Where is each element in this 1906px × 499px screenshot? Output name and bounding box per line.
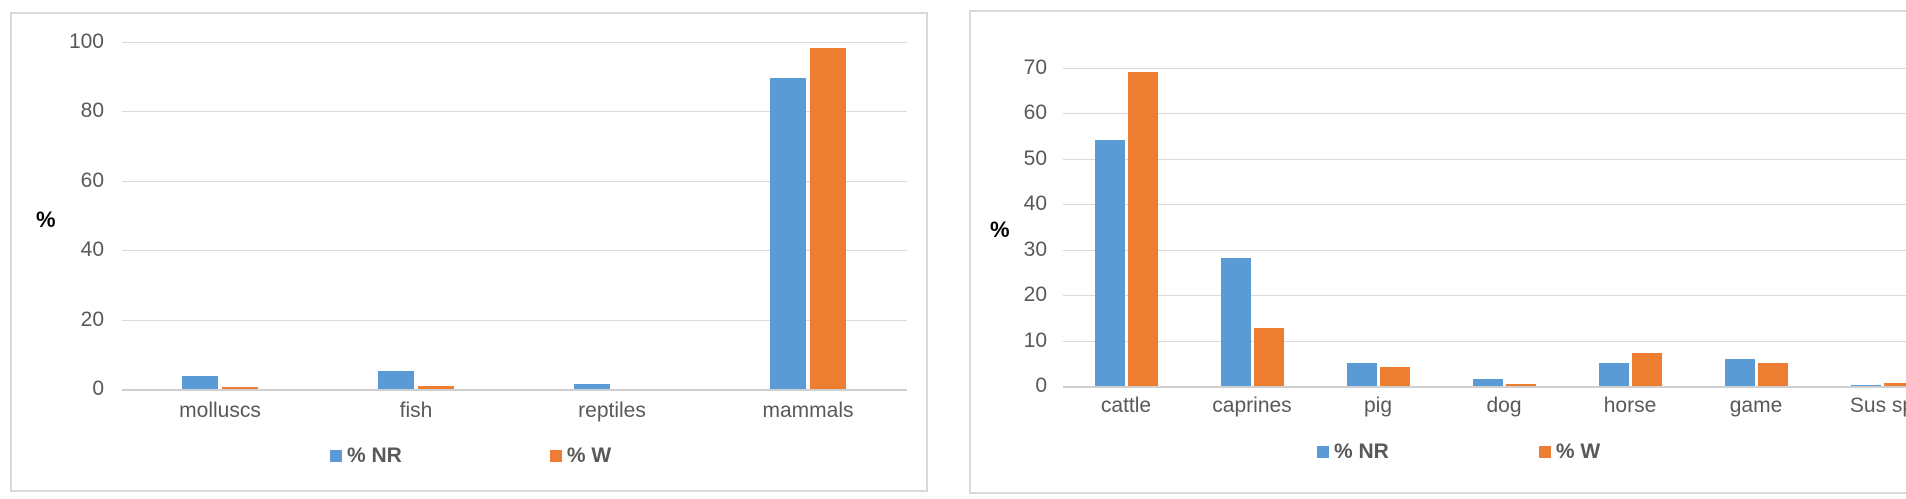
- x-tick-label: fish: [399, 399, 433, 422]
- legend-item-nr: % NR: [1317, 440, 1389, 464]
- legend-swatch-nr-icon: [1317, 446, 1329, 458]
- legend: % NR % W: [1317, 440, 1600, 464]
- gridline: [1063, 249, 1906, 251]
- y-tick-label: 10: [1023, 328, 1047, 352]
- y-tick-label: 20: [1023, 283, 1047, 307]
- y-tick-label: 80: [80, 99, 104, 123]
- x-tick-label: cattle: [1100, 394, 1152, 417]
- gridline: [122, 250, 907, 252]
- y-tick-label: 30: [1023, 237, 1047, 261]
- bar-pig-w: [1379, 367, 1410, 386]
- x-axis-baseline: [1063, 386, 1906, 388]
- x-tick-label: mammals: [762, 399, 854, 422]
- x-tick-label: dog: [1486, 394, 1522, 417]
- bar-molluscs-nr: [182, 375, 218, 389]
- bar-horse-w: [1631, 353, 1662, 386]
- legend-label-w: % W: [1555, 440, 1601, 463]
- y-axis-label: %: [990, 217, 1010, 242]
- bar-cattle-w: [1127, 71, 1158, 386]
- x-tick-label: pig: [1363, 394, 1393, 417]
- x-tick-label: caprines: [1212, 394, 1292, 417]
- bar-molluscs-w: [222, 387, 258, 389]
- y-axis-label: %: [36, 207, 56, 232]
- y-tick-label: 60: [80, 168, 104, 192]
- gridline: [122, 111, 907, 113]
- legend-swatch-nr-icon: [330, 450, 342, 462]
- x-tick-label: game: [1729, 394, 1783, 417]
- legend: % NR % W: [330, 444, 611, 468]
- legend-swatch-w-icon: [549, 450, 562, 462]
- x-axis-baseline: [122, 389, 907, 391]
- gridline: [122, 319, 907, 321]
- gridline: [1063, 340, 1906, 342]
- bar-reptiles-nr: [574, 383, 610, 389]
- gridline: [1063, 113, 1906, 115]
- y-tick-label: 40: [1023, 192, 1047, 216]
- bar-fish-w: [418, 385, 454, 389]
- y-tick-label: 40: [80, 238, 104, 262]
- y-tick-label: 70: [1023, 56, 1047, 79]
- gridline: [1063, 204, 1906, 206]
- bar-mammals-nr: [770, 78, 806, 389]
- gridline: [1063, 295, 1906, 297]
- plot-area: [1063, 68, 1906, 388]
- bar-dog-nr: [1472, 378, 1503, 386]
- bar-caprines-nr: [1220, 257, 1251, 386]
- y-tick-label: 100: [68, 30, 104, 53]
- chart-taxa: % 0 20 40 60 80 100 molluscs fish reptiles mamma…: [10, 12, 928, 492]
- bar-sus-sp-w: [1883, 383, 1906, 386]
- bar-cattle-nr: [1094, 139, 1125, 386]
- bar-dog-w: [1505, 383, 1536, 386]
- legend-label-nr: % NR: [1334, 440, 1389, 463]
- gridline: [122, 42, 907, 43]
- legend-item-w: % W: [549, 444, 612, 468]
- gridline: [1063, 68, 1906, 69]
- legend-item-nr: % NR: [330, 444, 402, 468]
- bar-caprines-w: [1253, 327, 1284, 386]
- bar-mammals-w: [810, 47, 846, 389]
- x-tick-label: Sus sp: [1849, 394, 1906, 417]
- gridline: [122, 180, 907, 182]
- legend-item-w: % W: [1538, 440, 1601, 464]
- bar-sus-sp-nr: [1850, 384, 1881, 386]
- bar-pig-nr: [1346, 363, 1377, 386]
- y-tick-label: 20: [80, 307, 104, 331]
- legend-label-nr: % NR: [347, 444, 402, 467]
- gridline: [1063, 158, 1906, 160]
- legend-swatch-w-icon: [1538, 446, 1551, 458]
- y-tick-label: 60: [1023, 101, 1047, 125]
- legend-label-w: % W: [566, 444, 612, 467]
- chart-mammal-species: % 0 10 20 30 40 50 60 70 cattle caprines pig dog ho…: [969, 10, 1906, 494]
- bar-horse-nr: [1598, 363, 1629, 386]
- bar-fish-nr: [378, 370, 414, 389]
- y-tick-label: 0: [1035, 374, 1047, 397]
- bar-game-w: [1757, 363, 1788, 386]
- y-tick-label: 50: [1023, 146, 1047, 170]
- x-tick-label: molluscs: [179, 399, 261, 422]
- y-tick-label: 0: [92, 377, 104, 400]
- bar-game-nr: [1724, 359, 1755, 386]
- x-tick-label: horse: [1603, 394, 1657, 417]
- plot-area: [122, 42, 907, 391]
- x-tick-label: reptiles: [578, 399, 646, 422]
